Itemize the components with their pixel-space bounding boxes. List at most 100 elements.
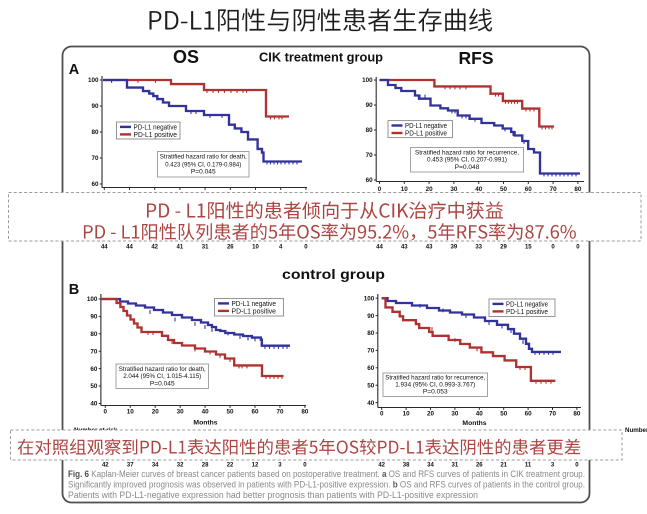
svg-text:80: 80 [367, 330, 375, 337]
svg-text:0: 0 [380, 411, 384, 418]
svg-text:60: 60 [91, 181, 99, 188]
svg-text:39: 39 [451, 245, 458, 251]
svg-text:50: 50 [367, 382, 375, 389]
svg-text:43: 43 [401, 245, 408, 251]
svg-text:0: 0 [575, 463, 579, 469]
svg-text:OS: OS [173, 47, 199, 67]
svg-text:Stratified hazard ratio for re: Stratified hazard ratio for recurrence, [385, 375, 485, 382]
svg-text:21: 21 [500, 463, 507, 469]
svg-text:40: 40 [476, 411, 484, 418]
svg-text:PD-L1 negative: PD-L1 negative [232, 301, 277, 308]
svg-text:RFS: RFS [459, 48, 494, 68]
svg-text:42: 42 [151, 245, 158, 251]
svg-text:3: 3 [551, 463, 555, 469]
svg-text:PD-L1 positive: PD-L1 positive [506, 309, 548, 316]
svg-text:1.934 (95% CI, 0.993-3.767): 1.934 (95% CI, 0.993-3.767) [395, 382, 475, 389]
svg-text:33: 33 [475, 245, 482, 251]
svg-text:P=0.045: P=0.045 [191, 169, 216, 176]
svg-text:60: 60 [525, 411, 533, 418]
svg-text:44: 44 [101, 245, 108, 251]
svg-text:70: 70 [91, 155, 99, 162]
svg-text:20: 20 [427, 411, 435, 418]
svg-text:60: 60 [525, 186, 533, 193]
svg-text:Stratified hazard ratio for de: Stratified hazard ratio for death, [160, 154, 247, 161]
svg-text:31: 31 [452, 463, 459, 469]
svg-text:70: 70 [366, 152, 374, 159]
svg-text:37: 37 [127, 463, 134, 469]
svg-text:P=0.048: P=0.048 [455, 164, 480, 171]
svg-text:40: 40 [475, 186, 483, 193]
svg-text:90: 90 [366, 102, 374, 109]
svg-text:15: 15 [525, 245, 532, 251]
svg-text:60: 60 [251, 409, 259, 416]
svg-text:41: 41 [177, 245, 184, 251]
svg-text:30: 30 [451, 411, 459, 418]
svg-text:40: 40 [367, 400, 375, 407]
svg-text:Patients with PD-L1-negative e: Patients with PD-L1-negative expression … [68, 490, 478, 500]
svg-text:60: 60 [90, 366, 98, 373]
svg-text:0.453 (95% CI, 0.207-0.991): 0.453 (95% CI, 0.207-0.991) [427, 157, 507, 164]
svg-text:P=0.045: P=0.045 [150, 380, 175, 387]
svg-text:30: 30 [177, 409, 185, 416]
svg-text:Number at risk: Number at risk [625, 427, 647, 434]
svg-text:50: 50 [500, 186, 508, 193]
svg-text:20: 20 [152, 409, 160, 416]
svg-text:PD-L1 negative: PD-L1 negative [506, 301, 548, 308]
svg-text:31: 31 [202, 245, 209, 251]
svg-text:29: 29 [500, 245, 507, 251]
svg-text:90: 90 [367, 313, 375, 320]
svg-text:0: 0 [378, 186, 382, 193]
svg-text:4: 4 [279, 245, 283, 251]
svg-text:B: B [69, 282, 79, 298]
svg-text:34: 34 [152, 463, 159, 469]
svg-text:PD-L1 positive: PD-L1 positive [134, 132, 178, 139]
svg-text:0: 0 [576, 245, 580, 251]
svg-text:43: 43 [426, 245, 433, 251]
svg-text:40: 40 [202, 409, 210, 416]
svg-text:50: 50 [500, 411, 508, 418]
svg-text:A: A [69, 62, 80, 78]
svg-text:26: 26 [227, 245, 234, 251]
svg-text:PD-L1 negative: PD-L1 negative [405, 123, 447, 130]
svg-text:80: 80 [573, 411, 581, 418]
svg-text:70: 70 [549, 411, 557, 418]
svg-text:80: 80 [366, 127, 374, 134]
svg-text:50: 50 [90, 383, 98, 390]
svg-text:P=0.053: P=0.053 [423, 388, 448, 395]
svg-text:10: 10 [403, 411, 411, 418]
svg-text:42: 42 [378, 463, 385, 469]
svg-text:80: 80 [301, 409, 309, 416]
svg-text:80: 80 [91, 129, 99, 136]
svg-text:26: 26 [476, 463, 483, 469]
svg-text:Months: Months [193, 420, 217, 427]
svg-text:0: 0 [303, 463, 307, 469]
svg-text:2.044 (95% CI, 1.015-4.115): 2.044 (95% CI, 1.015-4.115) [123, 373, 201, 380]
svg-text:42: 42 [102, 463, 109, 469]
svg-text:50: 50 [227, 409, 235, 416]
svg-text:3: 3 [278, 463, 282, 469]
svg-text:44: 44 [376, 245, 383, 251]
svg-text:10: 10 [401, 186, 409, 193]
svg-text:70: 70 [90, 348, 98, 355]
svg-text:100: 100 [364, 295, 375, 302]
svg-text:0.423 (95% CI, 0.179-0.984): 0.423 (95% CI, 0.179-0.984) [165, 161, 241, 168]
svg-text:12: 12 [252, 463, 259, 469]
svg-text:0: 0 [551, 245, 555, 251]
svg-text:22: 22 [227, 463, 234, 469]
svg-text:30: 30 [450, 186, 458, 193]
svg-text:Significantly improved prognos: Significantly improved prognosis was obs… [68, 480, 585, 490]
svg-text:Months: Months [462, 420, 486, 427]
svg-text:PD-L1 positive: PD-L1 positive [405, 130, 447, 137]
svg-text:20: 20 [426, 186, 434, 193]
svg-text:90: 90 [91, 103, 99, 110]
svg-text:10: 10 [252, 245, 259, 251]
svg-text:32: 32 [177, 463, 184, 469]
svg-text:100: 100 [362, 77, 373, 84]
svg-text:Fig. 6 Kaplan-Meier curves of: Fig. 6 Kaplan-Meier curves of breast can… [68, 469, 585, 479]
svg-text:80: 80 [574, 186, 582, 193]
svg-text:Stratified hazard ratio for re: Stratified hazard ratio for recurrence, [415, 149, 519, 156]
svg-text:100: 100 [87, 296, 98, 303]
svg-text:0: 0 [304, 245, 308, 251]
svg-text:Stratified hazard ratio for de: Stratified hazard ratio for death, [119, 366, 206, 373]
svg-text:70: 70 [367, 348, 375, 355]
